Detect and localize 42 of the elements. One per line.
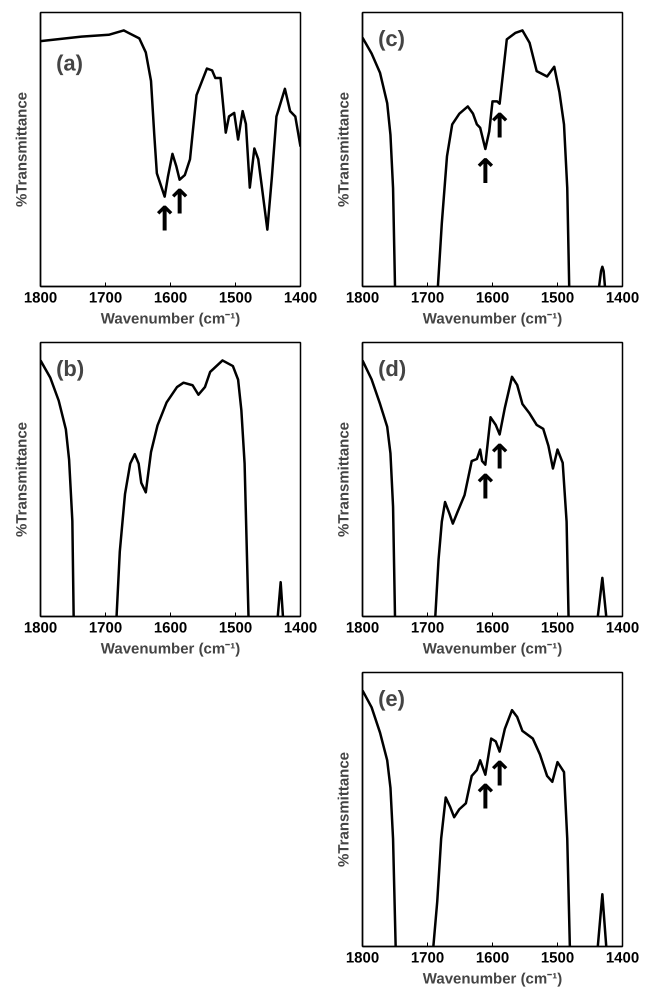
text: (a) (56, 50, 83, 76)
y-axis-title: %Transmittance (336, 422, 352, 538)
x-axis-title: Wavenumber (cm⁻¹) (422, 310, 562, 328)
x-tick-label: 1800 (346, 620, 380, 636)
x-tick-label: 1400 (606, 620, 640, 636)
x-tick-label: 1400 (284, 290, 318, 306)
y-axis-title: %Transmittance (336, 92, 352, 208)
x-axis-title: Wavenumber (cm⁻¹) (100, 310, 240, 328)
x-tick-label: 1600 (476, 620, 510, 636)
x-axis-title: Wavenumber (cm⁻¹) (100, 640, 240, 658)
x-tick-label: 1700 (410, 950, 444, 966)
x-tick-label: 1600 (154, 620, 188, 636)
chart-title: (e) (378, 686, 405, 712)
x-axis-title: Wavenumber (cm⁻¹) (422, 970, 562, 988)
x-tick-label: 1700 (88, 290, 122, 306)
x-tick-label: 1500 (218, 620, 252, 636)
x-tick-label: 1800 (24, 620, 58, 636)
chart-title: (d) (378, 356, 406, 382)
annotation: ↑ (471, 152, 500, 192)
x-tick-label: 1400 (606, 290, 640, 306)
y-axis-title: %Transmittance (14, 92, 30, 208)
x-tick-label: 1500 (540, 950, 574, 966)
x-tick-label: 1700 (88, 620, 122, 636)
x-tick-label: 1400 (284, 620, 318, 636)
x-tick-label: 1700 (410, 620, 444, 636)
x-tick-label: 1800 (346, 290, 380, 306)
x-tick-label: 1600 (154, 290, 188, 306)
x-tick-label: 1500 (540, 620, 574, 636)
x-tick-label: 1800 (24, 290, 58, 306)
annotation: ↑ (485, 106, 514, 147)
y-axis-title: %Transmittance (14, 422, 30, 538)
x-tick-label: 1800 (346, 950, 380, 966)
x-tick-label: 1600 (476, 290, 510, 306)
chart-title: (c) (378, 26, 405, 52)
x-tick-label: 1500 (218, 290, 252, 306)
x-tick-label: 1600 (476, 950, 510, 966)
x-axis-title: Wavenumber (cm⁻¹) (422, 640, 562, 658)
x-tick-label: 1700 (410, 290, 444, 306)
chart-title: (b) (56, 356, 84, 382)
y-axis-title: %Transmittance (336, 752, 352, 868)
x-tick-label: 1400 (606, 950, 640, 966)
x-tick-label: 1500 (540, 290, 574, 306)
